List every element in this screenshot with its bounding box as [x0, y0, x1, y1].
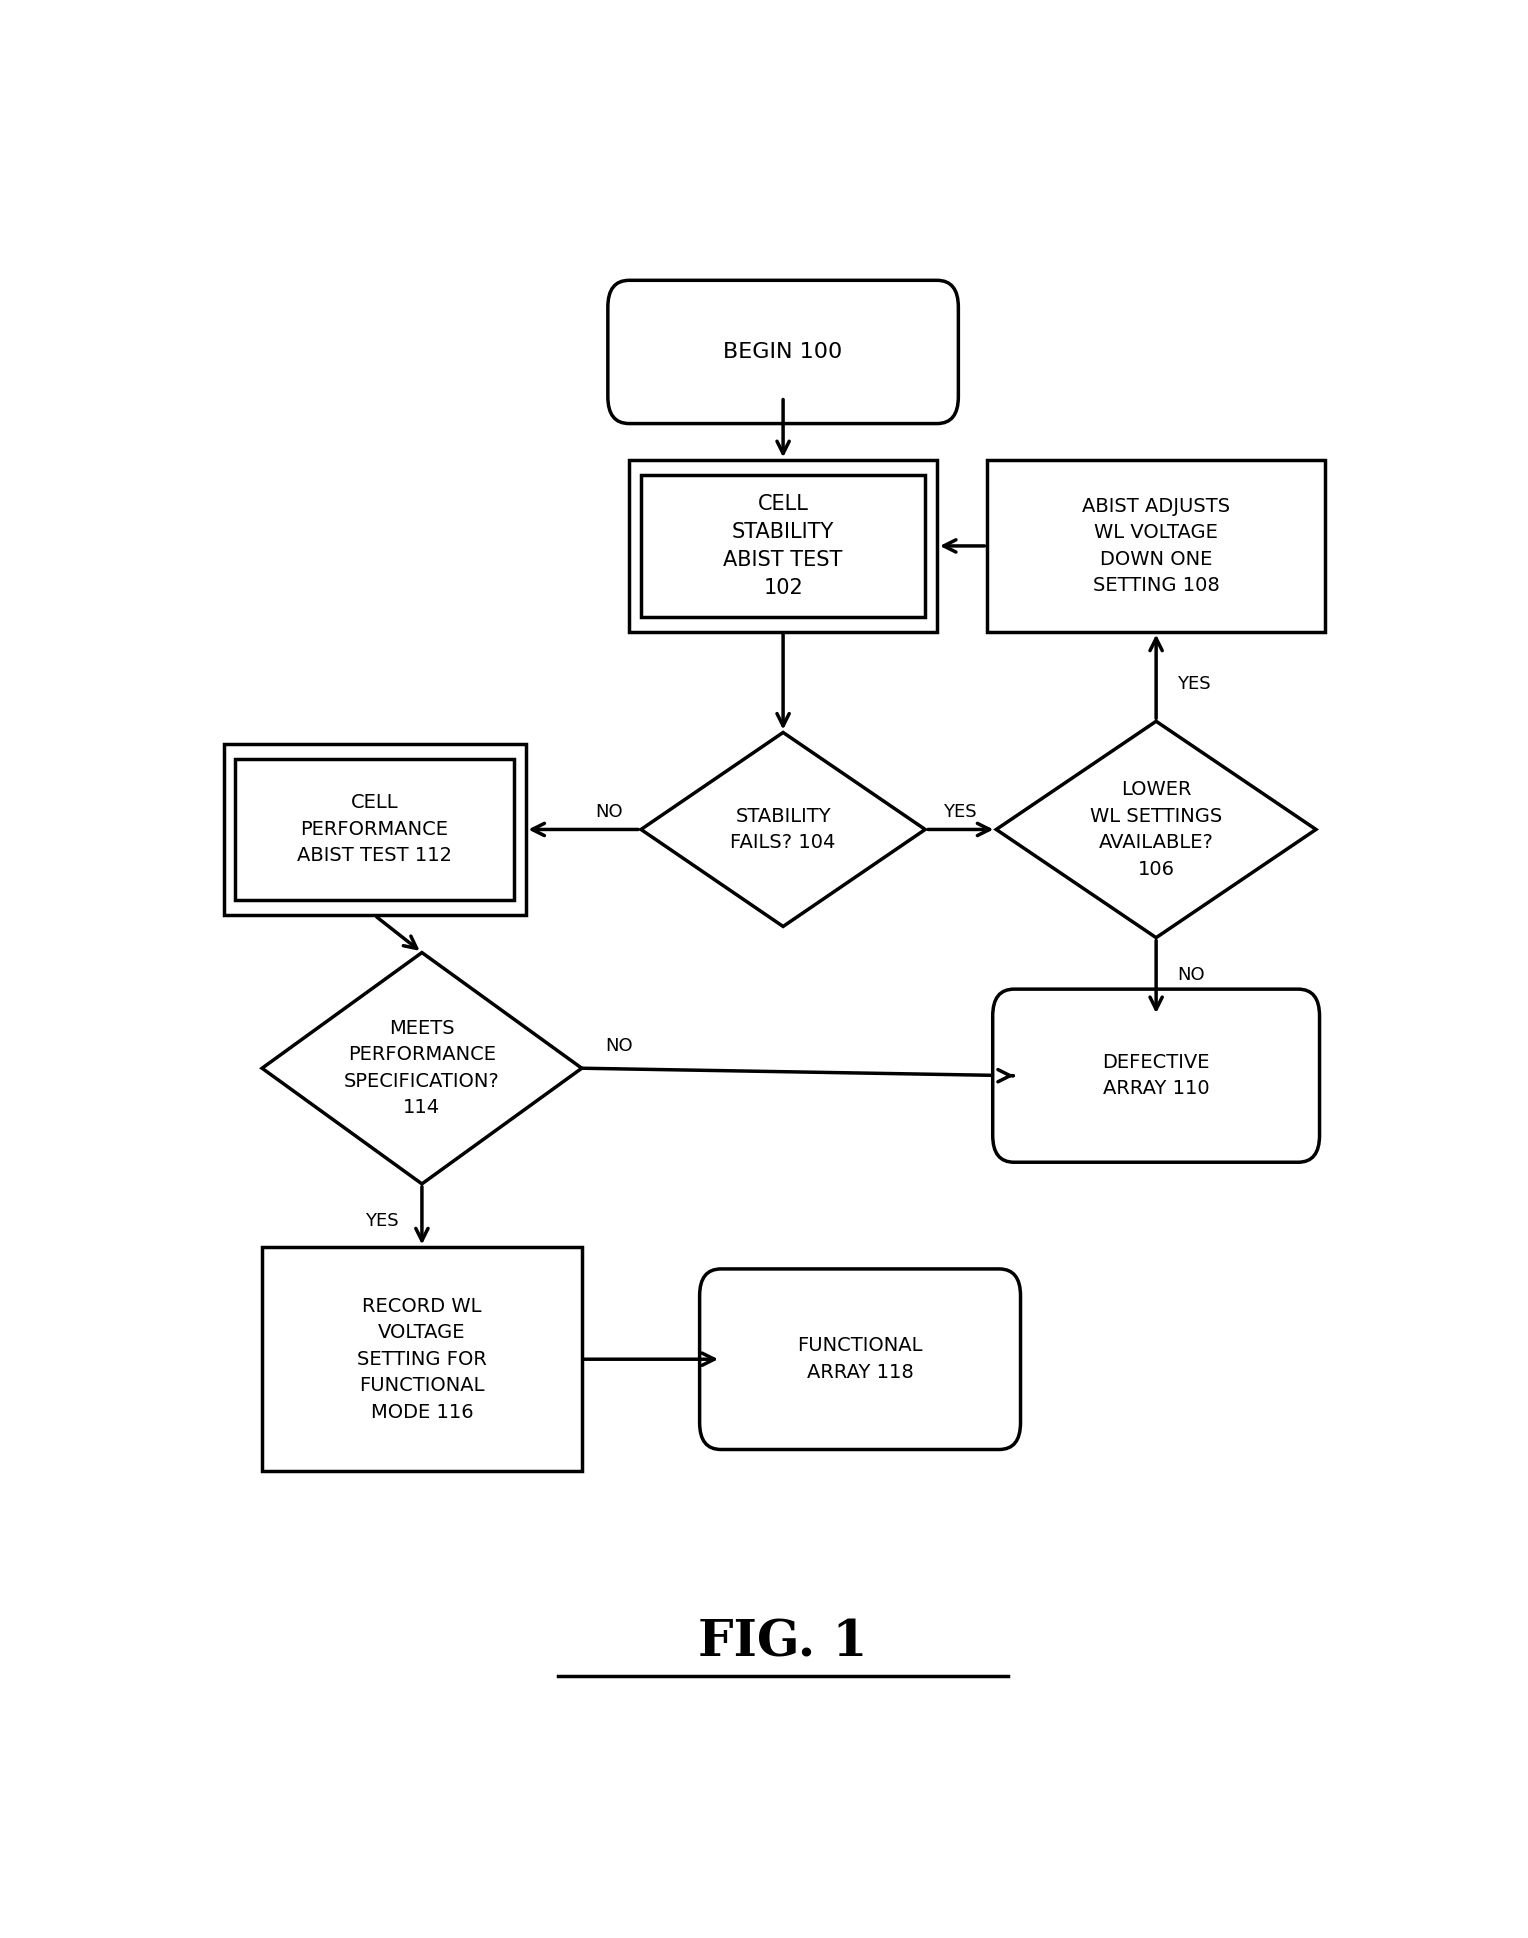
Polygon shape: [996, 721, 1316, 938]
Text: ABIST ADJUSTS
WL VOLTAGE
DOWN ONE
SETTING 108: ABIST ADJUSTS WL VOLTAGE DOWN ONE SETTIN…: [1082, 496, 1230, 595]
Text: NO: NO: [1178, 965, 1206, 985]
Bar: [987, 459, 1325, 632]
Text: NO: NO: [596, 802, 623, 820]
Text: RECORD WL
VOLTAGE
SETTING FOR
FUNCTIONAL
MODE 116: RECORD WL VOLTAGE SETTING FOR FUNCTIONAL…: [358, 1297, 487, 1422]
Text: LOWER
WL SETTINGS
AVAILABLE?
106: LOWER WL SETTINGS AVAILABLE? 106: [1089, 781, 1222, 878]
Text: YES: YES: [365, 1211, 399, 1231]
Text: BEGIN 100: BEGIN 100: [723, 341, 843, 362]
Text: NO: NO: [605, 1037, 633, 1054]
FancyBboxPatch shape: [993, 988, 1320, 1163]
Text: FUNCTIONAL
ARRAY 118: FUNCTIONAL ARRAY 118: [798, 1337, 923, 1382]
FancyBboxPatch shape: [608, 281, 958, 424]
Text: YES: YES: [943, 802, 976, 820]
Text: FIG. 1: FIG. 1: [698, 1618, 868, 1667]
Text: CELL
STABILITY
ABIST TEST
102: CELL STABILITY ABIST TEST 102: [723, 494, 843, 599]
Polygon shape: [263, 953, 582, 1184]
Polygon shape: [642, 733, 926, 926]
Bar: [235, 758, 513, 901]
Text: STABILITY
FAILS? 104: STABILITY FAILS? 104: [730, 806, 836, 853]
Text: CELL
PERFORMANCE
ABIST TEST 112: CELL PERFORMANCE ABIST TEST 112: [296, 793, 452, 866]
FancyBboxPatch shape: [700, 1269, 1021, 1450]
Text: YES: YES: [1178, 674, 1212, 694]
Bar: [630, 459, 937, 632]
Text: MEETS
PERFORMANCE
SPECIFICATION?
114: MEETS PERFORMANCE SPECIFICATION? 114: [344, 1019, 500, 1118]
Bar: [263, 1248, 582, 1471]
Bar: [223, 744, 526, 915]
Bar: [642, 475, 926, 616]
Text: DEFECTIVE
ARRAY 110: DEFECTIVE ARRAY 110: [1102, 1052, 1210, 1099]
